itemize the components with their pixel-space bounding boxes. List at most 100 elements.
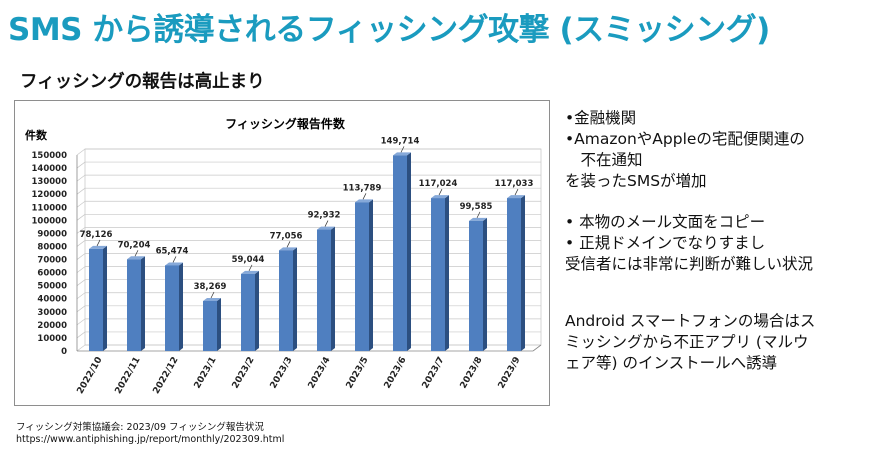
bar-side: [217, 297, 221, 351]
bar-2022/12: [165, 262, 183, 351]
grid-lines: [76, 148, 542, 352]
bar-top: [203, 297, 221, 301]
y-tick-label: 80000: [37, 242, 67, 252]
note-line-4: を装ったSMSが増加: [565, 172, 707, 190]
label-leader: [514, 188, 519, 196]
x-tick-label: 2022/11: [114, 356, 143, 396]
y-tick-label: 0: [61, 347, 67, 357]
bar-2023/3: [279, 247, 297, 351]
bar-top: [393, 152, 411, 156]
y-tick-label: 140000: [32, 164, 68, 174]
bar-front: [279, 250, 293, 351]
x-tick-label: 2022/12: [152, 356, 181, 396]
bar-front: [89, 248, 103, 351]
x-tick-label: 2023/4: [307, 356, 333, 391]
chart-canvas: 0 10000 20000 30000 40000 50000 60000 70000 8000…: [25, 116, 542, 396]
bar-2023/7: [431, 195, 449, 351]
bars: [89, 152, 525, 351]
data-label: 38,269: [194, 282, 227, 292]
x-tick-label: 2023/5: [345, 356, 371, 391]
label-leader: [362, 193, 367, 200]
bar-front: [469, 220, 483, 351]
note-line-8: Android スマートフォンの場合はス: [565, 312, 816, 330]
data-label: 92,932: [308, 211, 341, 221]
grid-line-side: [76, 161, 86, 169]
data-label: 117,033: [495, 179, 534, 189]
bar-2023/4: [317, 226, 335, 351]
bar-front: [507, 198, 521, 351]
y-tick-label: 50000: [37, 282, 67, 292]
y-tick-label: 10000: [37, 334, 67, 344]
y-tick-label: 110000: [32, 203, 68, 213]
note-line-9: ミッシングから不正アプリ (マルウ: [565, 333, 809, 351]
label-leader: [210, 291, 215, 299]
bar-top: [355, 199, 373, 203]
label-leader: [172, 256, 177, 263]
note-line-3: 不在通知: [565, 151, 643, 169]
x-tick-label: 2023/2: [231, 356, 257, 391]
data-labels: 78,126 70,204 65,474 38,269 59,044 77,056 92,9…: [80, 136, 534, 299]
y-tick-label: 20000: [37, 321, 67, 331]
y-tick-label: 60000: [37, 269, 67, 279]
x-axis-ticks: 2022/10 2022/11 2022/12 2023/1 2023/2 2023/3 2…: [76, 356, 523, 396]
grid-line-side: [76, 187, 86, 195]
notes-panel: •金融機関 •AmazonやAppleの宅配便関連の 不在通知 を装ったSMSが…: [565, 108, 877, 374]
bar-side: [521, 195, 525, 351]
source-line-1: フィッシング対策協議会: 2023/09 フィッシング報告状況: [16, 422, 264, 433]
grid-line-side: [76, 266, 86, 273]
y-axis-label: 件数: [25, 128, 48, 142]
y-tick-label: 70000: [37, 256, 67, 266]
bar-top: [469, 217, 487, 221]
grid-line-side: [76, 331, 86, 339]
note-line-7: 受信者には非常に判断が難しい状況: [565, 255, 814, 273]
bar-front: [317, 229, 331, 351]
page-subtitle: フィッシングの報告は高止まり: [20, 72, 265, 92]
phishing-report-chart: 0 10000 20000 30000 40000 50000 60000 70000 8000…: [14, 100, 550, 406]
data-label: 65,474: [156, 246, 189, 256]
grid-line-side: [76, 292, 86, 300]
label-leader: [96, 239, 101, 247]
bar-side: [483, 217, 487, 351]
bar-side: [445, 195, 449, 351]
x-tick-label: 2023/9: [497, 356, 523, 391]
x-tick-label: 2022/10: [76, 356, 105, 396]
bar-side: [331, 226, 335, 351]
data-label: 99,585: [460, 202, 493, 212]
grid-line-side: [76, 240, 86, 247]
bar-top: [241, 270, 259, 274]
bar-side: [407, 152, 411, 351]
grid-line-side: [76, 344, 86, 352]
label-leader: [324, 220, 329, 227]
x-tick-label: 2023/3: [269, 356, 295, 391]
label-leader: [438, 188, 443, 196]
bar-2023/1: [203, 297, 221, 351]
bar-front: [355, 202, 369, 351]
note-line-1: •金融機関: [565, 109, 637, 127]
bar-front: [203, 300, 217, 351]
note-line-6: • 正規ドメインでなりすまし: [565, 234, 766, 252]
bar-2023/6: [393, 152, 411, 351]
note-line-2: •AmazonやAppleの宅配便関連の: [565, 130, 805, 148]
label-leader: [476, 211, 481, 219]
bar-2023/5: [355, 199, 373, 351]
grid-line-side: [76, 227, 86, 234]
bar-side: [103, 245, 107, 351]
bar-front: [165, 265, 179, 351]
x-tick-label: 2023/6: [383, 356, 409, 391]
y-tick-label: 130000: [32, 177, 68, 187]
y-axis-ticks: 0 10000 20000 30000 40000 50000 60000 70000 8000…: [32, 151, 68, 357]
plot-back-wall: [84, 148, 542, 346]
y-tick-label: 90000: [37, 229, 67, 239]
bar-top: [317, 226, 335, 230]
data-label: 113,789: [343, 183, 382, 193]
label-leader: [400, 146, 405, 153]
bar-top: [165, 262, 183, 266]
bar-2023/8: [469, 217, 487, 351]
note-line-5: • 本物のメール文面をコピー: [565, 213, 766, 231]
bar-side: [369, 199, 373, 351]
bar-side: [255, 270, 259, 351]
grid-line-side: [76, 174, 86, 182]
label-leader: [134, 250, 139, 257]
bar-side: [141, 256, 145, 351]
bar-front: [127, 259, 141, 351]
